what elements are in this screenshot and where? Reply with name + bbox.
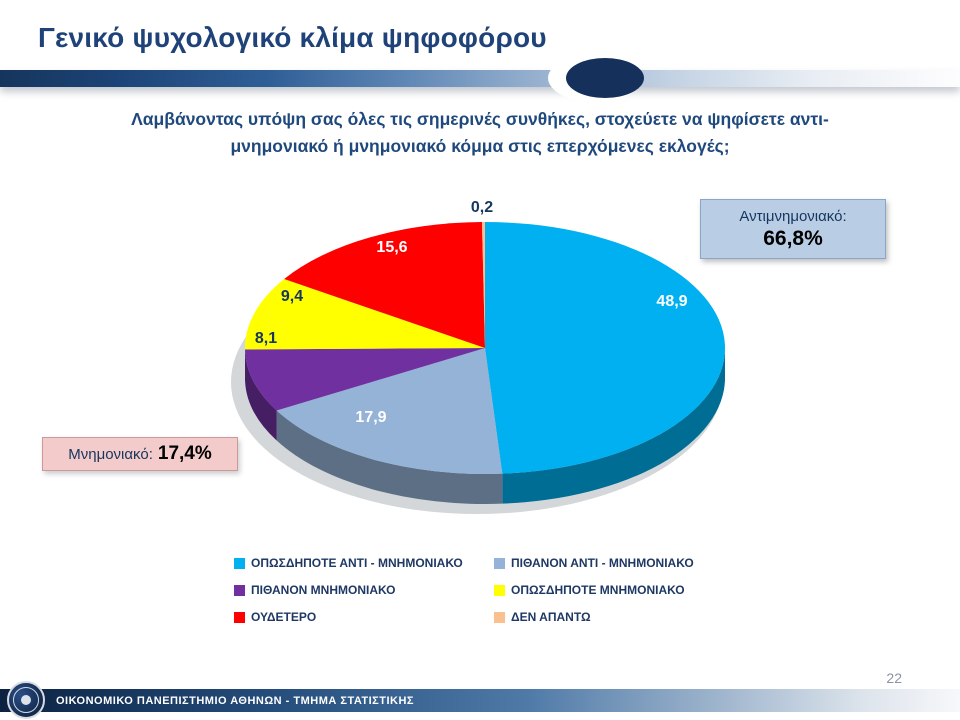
university-logo-core (21, 695, 31, 705)
legend-label: ΠΙΘΑΝΟΝ ΑΝΤΙ - ΜΝΗΜΟΝΙΑΚΟ (511, 556, 694, 570)
legend-item-den-apanto: ΔΕΝ ΑΠΑΝΤΩ (494, 610, 754, 624)
legend-swatch-purple (234, 584, 245, 596)
header-divider-band (0, 70, 960, 87)
legend-item-oposdipote-mnimoniako: ΟΠΩΣΔΗΠΟΤΕ ΜΝΗΜΟΝΙΑΚΟ (494, 583, 754, 597)
university-logo-ring (13, 687, 39, 713)
anti-callout-value: 66,8% (763, 227, 823, 250)
slice-value-oposdipote-anti: 48,9 (656, 293, 688, 310)
slice-value-oposdipote-mnimoniako: 9,4 (280, 288, 304, 305)
anti-callout-label: Αντιμνημονιακό: (739, 208, 847, 225)
legend-item-oudetero: ΟΥΔΕΤΕΡΟ (234, 610, 494, 624)
pie-3d-graphic (231, 222, 726, 514)
page-number: 22 (886, 670, 902, 686)
legend-item-pithanon-anti: ΠΙΘΑΝΟΝ ΑΝΤΙ - ΜΝΗΜΟΝΙΑΚΟ (494, 556, 754, 570)
chart-legend: ΟΠΩΣΔΗΠΟΤΕ ΑΝΤΙ - ΜΝΗΜΟΝΙΑΚΟ ΠΙΘΑΝΟΝ ΑΝΤ… (234, 556, 754, 624)
slice-value-pithanon-anti: 17,9 (355, 409, 387, 426)
slice-value-oudetero: 15,6 (376, 239, 408, 256)
legend-swatch-yellow (494, 584, 505, 596)
legend-label: ΠΙΘΑΝΟΝ ΜΝΗΜΟΝΙΑΚΟ (251, 583, 396, 597)
decorative-swoosh-ellipse (566, 58, 644, 98)
legend-swatch-lightblue (494, 557, 505, 569)
legend-label: ΔΕΝ ΑΠΑΝΤΩ (511, 610, 591, 624)
legend-label: ΟΠΩΣΔΗΠΟΤΕ ΑΝΤΙ - ΜΝΗΜΟΝΙΑΚΟ (251, 556, 463, 570)
slice-value-pithanon-mnimoniako: 8,1 (254, 330, 278, 347)
pie-chart: 48,9 17,9 8,1 9,4 15,6 0,2 (150, 185, 810, 545)
footer-bar: ΟΙΚΟΝΟΜΙΚΟ ΠΑΝΕΠΙΣΤΗΜΙΟ ΑΘΗΝΩΝ - ΤΜΗΜΑ Σ… (0, 689, 960, 712)
memorandum-callout: Μνημονιακό: 17,4% (42, 437, 238, 471)
legend-label: ΟΥΔΕΤΕΡΟ (251, 610, 317, 624)
legend-item-pithanon-mnimoniako: ΠΙΘΑΝΟΝ ΜΝΗΜΟΝΙΑΚΟ (234, 583, 494, 597)
slice-value-den-apanto: 0,2 (470, 199, 494, 216)
survey-question: Λαμβάνοντας υπόψη σας όλες τις σημερινές… (131, 109, 829, 157)
slide-title: Γενικό ψυχολογικό κλίμα ψηφοφόρου (38, 22, 547, 53)
legend-swatch-peach (494, 611, 505, 623)
legend-swatch-cyan (234, 557, 245, 569)
legend-swatch-red (234, 611, 245, 623)
legend-label: ΟΠΩΣΔΗΠΟΤΕ ΜΝΗΜΟΝΙΑΚΟ (511, 583, 685, 597)
pro-callout-value: 17,4% (157, 443, 212, 464)
legend-item-oposdipote-anti: ΟΠΩΣΔΗΠΟΤΕ ΑΝΤΙ - ΜΝΗΜΟΝΙΑΚΟ (234, 556, 494, 570)
anti-memorandum-callout: Αντιμνημονιακό: 66,8% (700, 199, 886, 259)
footer-text: ΟΙΚΟΝΟΜΙΚΟ ΠΑΝΕΠΙΣΤΗΜΙΟ ΑΘΗΝΩΝ - ΤΜΗΜΑ Σ… (56, 694, 415, 707)
university-logo-icon (7, 681, 45, 719)
pro-callout-label: Μνημονιακό: (68, 445, 153, 463)
